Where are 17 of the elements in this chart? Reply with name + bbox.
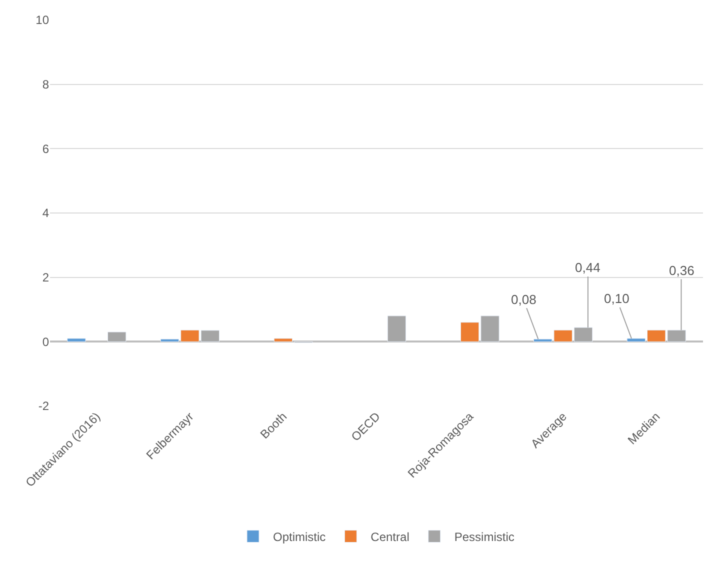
y-tick-label: 8 bbox=[42, 78, 50, 92]
y-tick-label: 0 bbox=[42, 334, 50, 349]
y-tick-label: -2 bbox=[38, 399, 50, 414]
bar bbox=[67, 338, 86, 342]
y-tick-label: 6 bbox=[42, 142, 50, 156]
y-tick-label: 2 bbox=[42, 270, 50, 285]
bar bbox=[108, 332, 126, 342]
legend-label: Pessimistic bbox=[454, 530, 514, 544]
data-label: 0,10 bbox=[604, 291, 630, 306]
y-tick-label: 4 bbox=[42, 206, 50, 220]
legend-label: Optimistic bbox=[273, 530, 326, 544]
legend-label: Central bbox=[370, 530, 410, 544]
data-label: 0,36 bbox=[669, 263, 694, 278]
data-label: 0,44 bbox=[575, 260, 600, 275]
data-label: 0,08 bbox=[511, 292, 536, 307]
bar bbox=[387, 316, 406, 342]
y-tick-label: 10 bbox=[36, 13, 50, 28]
